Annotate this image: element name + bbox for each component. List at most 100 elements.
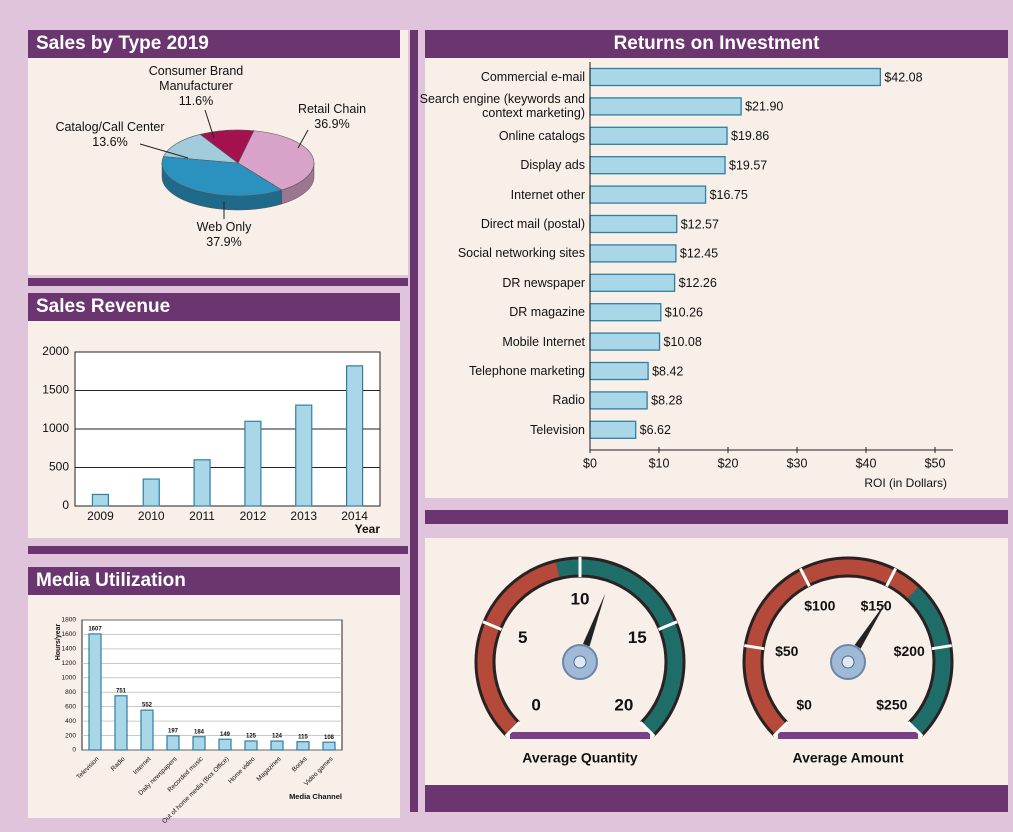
gauge-tick-label: $50 xyxy=(775,643,799,659)
bar xyxy=(590,186,706,203)
bar xyxy=(194,460,210,506)
data-label: 115 xyxy=(298,734,308,740)
bar xyxy=(590,363,648,380)
bar xyxy=(590,69,880,86)
x-tick-label: 2011 xyxy=(189,509,215,523)
y-tick-label: Search engine (keywords and context mark… xyxy=(415,91,585,121)
x-tick-label: Books xyxy=(291,755,309,773)
x-axis-label: Year xyxy=(355,522,381,536)
y-tick-label: Mobile Internet xyxy=(415,327,585,357)
pie-category: Web Only xyxy=(174,220,274,235)
bar xyxy=(590,392,647,409)
gauge-title: Average Quantity xyxy=(522,750,638,766)
x-tick-label: 2013 xyxy=(290,509,317,523)
data-label: $10.08 xyxy=(664,335,702,349)
gauge-tick-label: $250 xyxy=(876,697,907,713)
gauge-base xyxy=(778,732,918,739)
bar xyxy=(296,405,312,506)
gauge-tick-label: 20 xyxy=(614,695,633,714)
y-tick-label: 1800 xyxy=(62,617,77,624)
bar xyxy=(89,634,101,750)
y-tick-label: Telephone marketing xyxy=(415,356,585,386)
data-label: 124 xyxy=(272,734,283,740)
bar xyxy=(590,274,675,291)
x-tick-label: $10 xyxy=(649,456,670,470)
bar xyxy=(245,421,261,506)
gauge-base xyxy=(510,732,650,739)
data-label: $8.28 xyxy=(651,394,682,408)
x-tick-label: $40 xyxy=(856,456,877,470)
bar xyxy=(347,366,363,506)
dashboard: Sales by Type 2019 Sales Revenue Media U… xyxy=(0,0,1013,832)
bar xyxy=(590,304,661,321)
x-tick-label: $50 xyxy=(925,456,946,470)
data-label: 149 xyxy=(220,732,231,738)
x-tick-label: $20 xyxy=(718,456,739,470)
y-tick-label: 1200 xyxy=(62,660,77,667)
y-tick-label: Radio xyxy=(415,385,585,415)
pie-category: Consumer Brand Manufacturer xyxy=(136,64,256,94)
x-axis-label: ROI (in Dollars) xyxy=(864,476,947,490)
bar xyxy=(92,494,108,506)
y-tick-label: 1400 xyxy=(62,646,77,653)
data-label: 184 xyxy=(194,729,205,735)
data-label: $8.42 xyxy=(652,364,683,378)
y-tick-label: 0 xyxy=(62,498,69,512)
data-label: $10.26 xyxy=(665,305,703,319)
data-label: $21.90 xyxy=(745,100,783,114)
x-tick-label: Radio xyxy=(110,755,127,772)
gauge-tick-label: $200 xyxy=(894,643,925,659)
gauge-tick-label: $0 xyxy=(796,697,812,713)
data-label: $19.57 xyxy=(729,158,767,172)
y-tick-label: 600 xyxy=(65,703,76,710)
x-tick-label: 2012 xyxy=(240,509,267,523)
y-tick-label: Commercial e-mail xyxy=(415,62,585,92)
y-tick-label: 1000 xyxy=(62,674,77,681)
x-tick-label: Magazines xyxy=(255,755,283,783)
bar xyxy=(590,421,636,438)
pie-value: 11.6% xyxy=(136,94,256,109)
data-label: 1607 xyxy=(88,627,102,633)
bar xyxy=(590,157,725,174)
bar xyxy=(590,98,741,115)
bar xyxy=(193,737,205,750)
y-tick-label: 500 xyxy=(49,460,69,474)
gauge-tick-label: 5 xyxy=(518,628,527,647)
bar xyxy=(167,736,179,750)
y-tick-label: Social networking sites xyxy=(415,238,585,268)
gauge-hub-inner xyxy=(574,656,586,668)
data-label: $12.26 xyxy=(679,276,717,290)
pie-category: Retail Chain xyxy=(282,102,382,117)
bar xyxy=(219,739,231,750)
y-tick-label: 1000 xyxy=(42,421,69,435)
gauge-tick-label: 0 xyxy=(531,695,540,714)
y-tick-label: 1600 xyxy=(62,631,77,638)
bar xyxy=(141,710,153,750)
y-tick-label: 2000 xyxy=(42,344,69,358)
data-label: 125 xyxy=(246,734,257,740)
bar xyxy=(115,696,127,750)
y-tick-label: Display ads xyxy=(415,150,585,180)
y-tick-label: DR magazine xyxy=(415,297,585,327)
pie-value: 13.6% xyxy=(50,135,170,150)
y-tick-label: 200 xyxy=(65,732,76,739)
gauge-tick-label: $100 xyxy=(804,597,835,613)
x-axis-label: Media Channel xyxy=(289,792,342,801)
y-tick-label: 1500 xyxy=(42,383,69,397)
bar xyxy=(590,127,727,144)
leader-line xyxy=(298,130,308,148)
x-tick-label: $0 xyxy=(583,456,597,470)
x-tick-label: 2009 xyxy=(87,509,114,523)
data-label: $12.45 xyxy=(680,247,718,261)
bar xyxy=(590,333,660,350)
y-tick-label: 400 xyxy=(65,718,76,725)
bar xyxy=(590,245,676,262)
gauge-title: Average Amount xyxy=(793,750,904,766)
data-label: $42.08 xyxy=(884,70,922,84)
x-tick-label: Television xyxy=(75,755,100,780)
pie-value: 36.9% xyxy=(282,117,382,132)
y-tick-label: Internet other xyxy=(415,180,585,210)
